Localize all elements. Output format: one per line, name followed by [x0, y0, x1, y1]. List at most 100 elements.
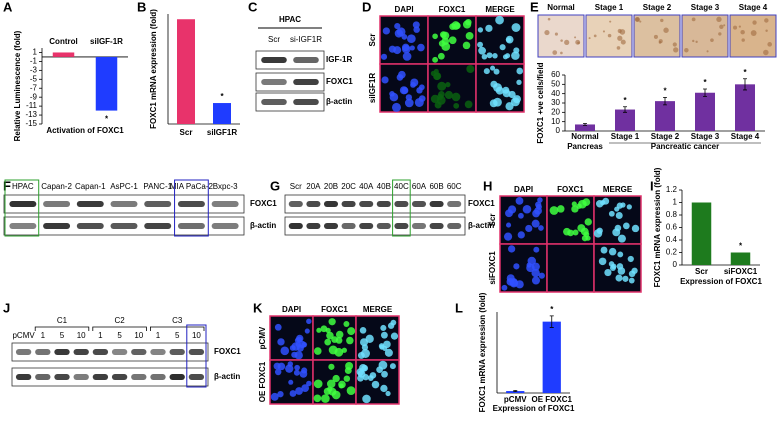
nucleus: [608, 210, 615, 217]
nucleus: [503, 232, 513, 241]
band-label: FOXC1: [214, 347, 241, 356]
lane-label: 5: [117, 331, 122, 340]
bar: [177, 19, 195, 124]
nucleus: [328, 363, 335, 370]
lane-label: 5: [175, 331, 180, 340]
nucleus: [505, 209, 513, 218]
nucleus: [531, 262, 540, 271]
nucleus: [394, 23, 401, 30]
panel-letter: F: [3, 178, 11, 193]
tissue-spot: [602, 30, 606, 33]
tissue-spot: [660, 18, 664, 23]
x-tick-label: siIGF1R: [207, 128, 237, 137]
channel-label: DAPI: [394, 5, 413, 14]
tissue-spot: [767, 42, 773, 47]
blot-band: [73, 374, 89, 380]
tissue-spot: [692, 39, 695, 43]
annotation: *: [703, 78, 707, 87]
nucleus: [277, 390, 284, 398]
nucleus: [294, 351, 303, 360]
y-tick-label: 0.6: [666, 223, 678, 232]
nucleus: [316, 327, 322, 333]
tissue-spot: [733, 25, 738, 30]
nucleus: [313, 379, 323, 389]
y-tick-label: -3: [30, 65, 38, 74]
nucleus: [280, 346, 290, 356]
y-tick-label: -15: [25, 119, 37, 128]
image-label: Normal: [547, 3, 575, 12]
tissue-spot: [718, 32, 722, 36]
x-tick-label: Stage 2: [651, 132, 680, 141]
blot-band: [323, 223, 339, 229]
blot-strip: [3, 216, 245, 236]
nucleus: [611, 263, 617, 269]
nucleus: [507, 245, 516, 253]
lane-label: AsPC-1: [110, 182, 138, 191]
blot-band: [150, 374, 166, 380]
channel-label: DAPI: [282, 305, 301, 314]
nucleus: [380, 331, 388, 339]
blot-strip: [11, 367, 209, 387]
nucleus: [444, 90, 453, 99]
nucleus: [502, 89, 511, 98]
nucleus: [402, 52, 412, 61]
nucleus: [557, 205, 565, 213]
blot-band: [293, 99, 319, 105]
blot-band: [447, 201, 462, 207]
row-label: Scr: [368, 34, 377, 47]
blot-band: [394, 201, 409, 207]
tissue-spot: [663, 27, 669, 33]
tissue-spot: [673, 47, 679, 53]
blot-band: [54, 374, 70, 380]
bar: [695, 92, 715, 131]
nucleus: [533, 246, 540, 253]
nucleus: [313, 347, 322, 355]
tissue-spot: [620, 39, 626, 45]
nucleus: [432, 33, 438, 40]
nucleus: [417, 43, 425, 52]
micro-image: [546, 243, 595, 293]
nucleus: [324, 338, 332, 346]
annotation: *: [743, 68, 747, 77]
nucleus: [517, 231, 525, 239]
nucleus: [409, 45, 415, 51]
nucleus: [485, 24, 493, 32]
nucleus: [531, 219, 540, 228]
nucleus: [401, 86, 409, 94]
nucleus: [522, 204, 532, 214]
lane-label: 1: [41, 331, 46, 340]
blot-band: [111, 349, 128, 355]
annotation: *: [663, 87, 667, 96]
nucleus: [343, 321, 350, 327]
nucleus: [360, 338, 369, 347]
nucleus: [620, 202, 626, 208]
nucleus: [325, 327, 331, 334]
nucleus: [293, 369, 300, 376]
nucleus: [338, 383, 344, 389]
nucleus: [306, 318, 312, 325]
blot-band: [376, 223, 391, 229]
tissue-spot: [574, 36, 577, 39]
nucleus: [389, 363, 396, 370]
tissue-spot: [607, 33, 612, 38]
row-label: Scr: [488, 214, 497, 227]
nucleus: [536, 203, 542, 210]
blot-band: [359, 223, 374, 229]
nucleus: [453, 102, 460, 109]
panel-letter: E: [530, 0, 539, 14]
nucleus: [538, 225, 544, 231]
row-label: siFOXC1: [488, 251, 497, 285]
error-bar: [743, 78, 747, 91]
nucleus: [617, 267, 626, 275]
nucleus: [466, 64, 475, 74]
lane-label: 10: [77, 331, 86, 340]
bar: [655, 101, 675, 131]
nucleus: [622, 222, 630, 230]
bar: [213, 103, 231, 124]
blot-band: [293, 57, 319, 63]
nucleus: [270, 392, 279, 401]
annotation: *: [550, 305, 554, 314]
nucleus: [326, 331, 334, 340]
nucleus: [346, 336, 354, 345]
